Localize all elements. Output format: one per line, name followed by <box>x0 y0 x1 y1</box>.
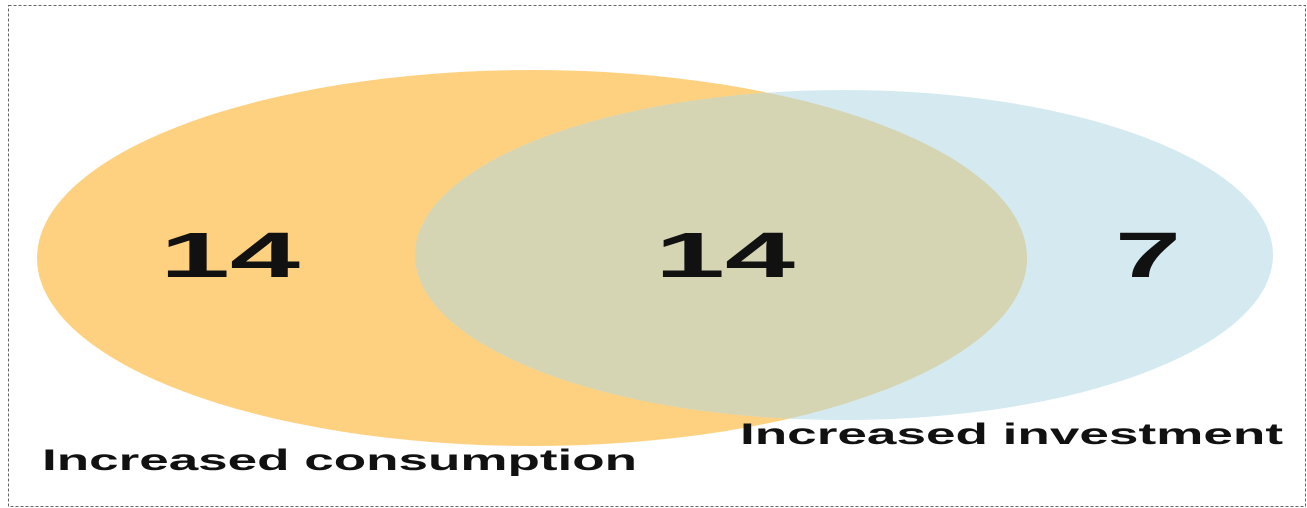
set-b-count: 7 <box>1115 219 1181 291</box>
set-a-count: 14 <box>160 219 301 291</box>
frame <box>8 5 1306 507</box>
overlap-count: 14 <box>655 219 796 291</box>
set-a-label: Increased consumption <box>42 444 637 477</box>
overlap-region <box>415 90 1027 420</box>
set-b-label: Increased investment <box>740 418 1283 451</box>
